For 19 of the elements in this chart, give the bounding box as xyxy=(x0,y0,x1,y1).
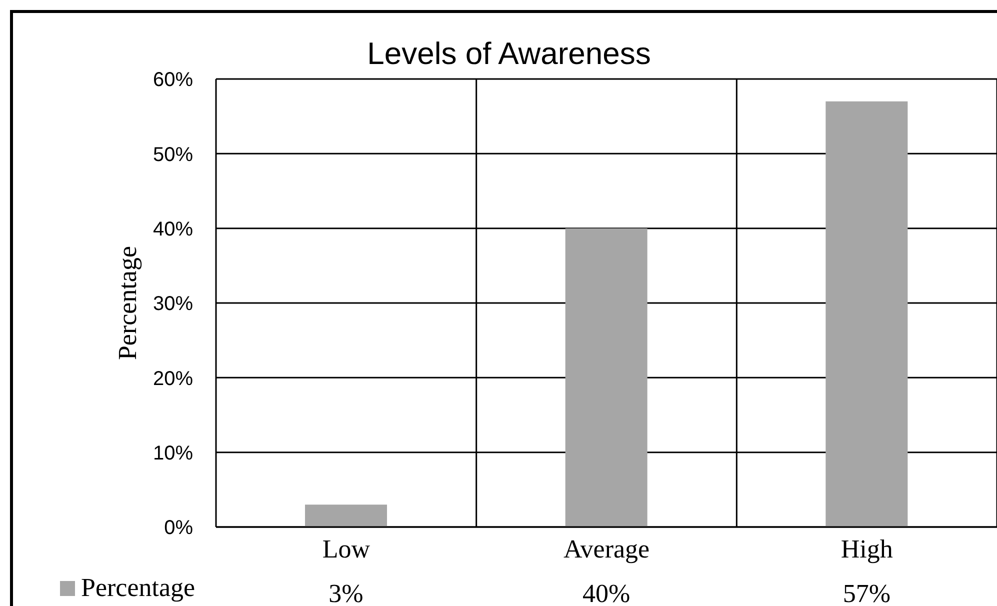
x-tick-label: Average xyxy=(563,534,650,564)
data-label: 40% xyxy=(582,578,630,606)
x-tick-label: Low xyxy=(322,534,370,564)
x-tick-label: High xyxy=(840,534,893,564)
bar xyxy=(826,101,908,527)
y-tick-label: 40% xyxy=(152,218,194,240)
y-tick-label: 50% xyxy=(152,144,194,166)
data-label: 57% xyxy=(842,578,891,606)
bar xyxy=(565,228,648,527)
y-tick-label: 60% xyxy=(152,69,194,92)
data-label: 3% xyxy=(328,578,364,606)
y-tick-label: 0% xyxy=(164,517,194,540)
chart-title: Levels of Awareness xyxy=(367,36,651,71)
y-axis-title: Percentage xyxy=(112,246,142,360)
bar xyxy=(305,504,387,527)
legend-label: Percentage xyxy=(81,573,196,602)
y-tick-label: 10% xyxy=(152,442,194,464)
y-tick-label: 20% xyxy=(152,368,194,390)
y-tick-label: 30% xyxy=(152,293,194,316)
